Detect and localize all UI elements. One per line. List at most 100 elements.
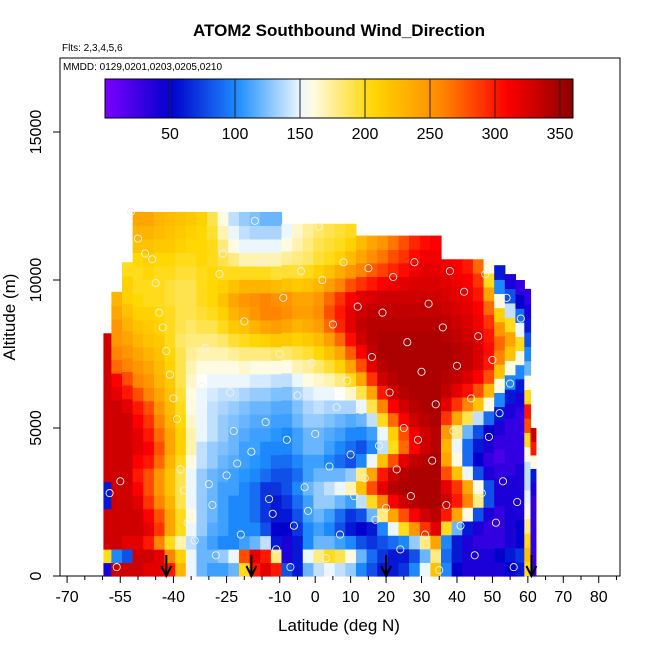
heatmap-cell bbox=[355, 385, 368, 400]
heatmap-cell bbox=[270, 360, 283, 375]
observation-marker bbox=[286, 563, 295, 572]
heatmap-cell bbox=[103, 562, 112, 577]
heatmap-cell bbox=[185, 373, 198, 388]
heatmap-cell bbox=[185, 441, 198, 456]
heatmap-cell bbox=[409, 262, 421, 278]
heatmap-cell bbox=[185, 454, 198, 469]
heatmap-cell bbox=[515, 322, 525, 337]
heatmap-cell bbox=[313, 440, 325, 455]
heatmap-cell bbox=[366, 535, 378, 550]
heatmap-cell bbox=[345, 548, 357, 564]
heatmap-cell bbox=[132, 306, 144, 321]
heatmap-cell bbox=[228, 562, 240, 577]
heatmap-cell bbox=[377, 548, 389, 563]
heatmap-cell bbox=[217, 279, 229, 294]
heatmap-cell bbox=[143, 211, 155, 226]
heatmap-cell bbox=[462, 479, 474, 494]
observation-marker bbox=[318, 275, 327, 285]
heatmap-cell bbox=[504, 547, 517, 563]
heatmap-cell bbox=[122, 480, 134, 495]
heatmap-cell bbox=[430, 303, 442, 318]
heatmap-cell bbox=[185, 252, 198, 267]
heatmap-cell bbox=[122, 357, 134, 372]
heatmap-cell bbox=[122, 385, 134, 400]
heatmap-cell bbox=[122, 507, 134, 523]
heatmap-cell bbox=[132, 252, 144, 267]
heatmap-cell bbox=[122, 494, 134, 509]
heatmap-cell bbox=[132, 468, 144, 483]
heatmap-cell bbox=[196, 346, 208, 361]
heatmap-cell bbox=[366, 439, 378, 455]
heatmap-cell bbox=[472, 465, 485, 481]
heatmap-cell bbox=[504, 345, 517, 361]
heatmap-cell bbox=[430, 235, 442, 250]
heatmap-cell bbox=[196, 306, 208, 321]
heatmap-cell bbox=[441, 548, 453, 563]
heatmap-cell bbox=[207, 562, 219, 577]
heatmap-cell bbox=[430, 480, 442, 495]
heatmap-cell bbox=[122, 316, 134, 332]
heatmap-cell bbox=[377, 358, 389, 373]
heatmap-cell bbox=[143, 373, 155, 388]
heatmap-cell bbox=[504, 374, 517, 390]
heatmap-cell bbox=[462, 300, 474, 315]
observation-marker bbox=[392, 465, 401, 474]
heatmap-cell bbox=[483, 548, 495, 563]
heatmap-cell bbox=[324, 305, 336, 320]
heatmap-cell bbox=[132, 400, 144, 415]
heatmap-cell bbox=[387, 439, 400, 455]
heatmap-cell bbox=[494, 491, 506, 506]
heatmap-cell bbox=[345, 318, 357, 333]
heatmap-cell bbox=[451, 341, 463, 357]
heatmap-cell bbox=[111, 400, 123, 415]
heatmap-cell bbox=[249, 373, 261, 388]
heatmap-cell bbox=[462, 328, 474, 343]
heatmap-cell bbox=[292, 399, 304, 415]
heatmap-cell bbox=[334, 372, 346, 387]
heatmap-cell bbox=[143, 306, 155, 321]
heatmap-cell bbox=[324, 535, 336, 550]
heatmap-cell bbox=[207, 225, 219, 240]
heatmap-cell bbox=[409, 548, 421, 563]
heatmap-cell bbox=[441, 438, 453, 453]
heatmap-cell bbox=[175, 346, 187, 361]
heatmap-cell bbox=[409, 467, 421, 482]
observation-marker bbox=[300, 483, 309, 492]
observation-marker bbox=[506, 379, 515, 388]
heatmap-cell bbox=[334, 521, 346, 536]
heatmap-cell bbox=[228, 522, 240, 537]
heatmap-cell bbox=[398, 385, 410, 400]
observation-marker bbox=[222, 471, 231, 480]
heatmap-cell bbox=[164, 225, 176, 240]
heatmap-cell bbox=[238, 427, 251, 442]
heatmap-cell bbox=[281, 413, 293, 428]
heatmap-cell bbox=[132, 211, 144, 226]
heatmap-cell bbox=[430, 385, 442, 400]
heatmap-cell bbox=[409, 507, 421, 523]
heatmap-cell bbox=[366, 494, 378, 509]
heatmap-cell bbox=[143, 468, 155, 483]
heatmap-cell bbox=[175, 211, 187, 226]
heatmap-cell bbox=[451, 534, 463, 550]
heatmap-cell bbox=[196, 387, 208, 402]
heatmap-cell bbox=[281, 332, 293, 347]
observation-marker bbox=[438, 323, 447, 332]
heatmap-cell bbox=[270, 441, 283, 456]
heatmap-cell bbox=[334, 467, 346, 482]
heatmap-cell bbox=[504, 432, 517, 448]
x-tick-label: 80 bbox=[590, 589, 608, 606]
heatmap-cell bbox=[324, 494, 336, 509]
heatmap-cell bbox=[281, 399, 293, 415]
heatmap-cell bbox=[387, 412, 400, 427]
heatmap-cell bbox=[196, 211, 208, 226]
heatmap-cell bbox=[441, 396, 453, 412]
heatmap-cell bbox=[196, 441, 208, 456]
heatmap-cell bbox=[207, 279, 219, 294]
heatmap-cell bbox=[441, 259, 453, 274]
heatmap-cell bbox=[334, 562, 346, 577]
heatmap-cell bbox=[324, 291, 336, 306]
heatmap-cell bbox=[217, 441, 229, 456]
heatmap-cell bbox=[313, 305, 325, 320]
heatmap-cell bbox=[122, 562, 134, 577]
heatmap-cell bbox=[504, 475, 517, 491]
